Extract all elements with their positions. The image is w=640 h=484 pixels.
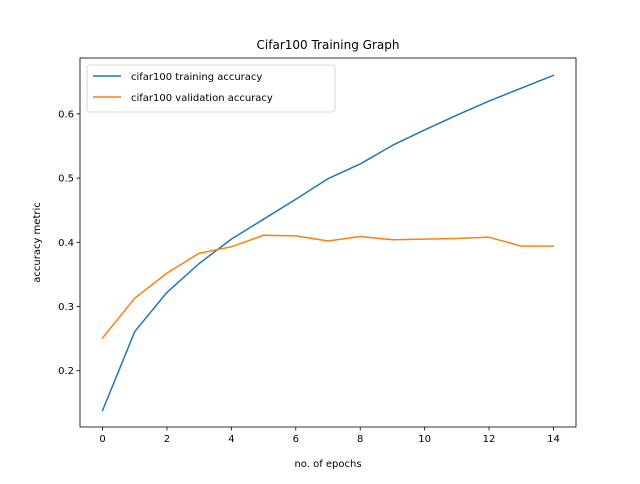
legend-label-1: cifar100 validation accuracy [131, 93, 273, 104]
y-axis-ticks: 0.2 0.3 0.4 0.5 0.6 [58, 109, 80, 377]
legend-label-0: cifar100 training accuracy [131, 72, 262, 83]
x-tick-label: 0 [99, 434, 105, 445]
x-axis-ticks: 0 2 4 6 8 10 12 14 [99, 427, 560, 445]
series-line-1 [101, 234, 555, 340]
plot-area [101, 74, 555, 412]
x-tick-label: 10 [418, 434, 431, 445]
y-axis-label: accuracy metric [32, 202, 43, 283]
legend-box [86, 64, 336, 113]
y-tick-label: 0.4 [58, 238, 74, 249]
x-axis-label: no. of epochs [294, 459, 361, 470]
x-tick-label: 6 [293, 434, 299, 445]
y-tick-label: 0.6 [58, 109, 74, 120]
y-tick-label: 0.5 [58, 174, 74, 185]
x-tick-label: 14 [547, 434, 560, 445]
x-tick-label: 12 [483, 434, 496, 445]
x-tick-label: 2 [164, 434, 170, 445]
series-line-0 [101, 74, 555, 412]
chart-title: Cifar100 Training Graph [257, 38, 400, 52]
legend: cifar100 training accuracy cifar100 valid… [86, 64, 336, 113]
y-tick-label: 0.2 [58, 366, 74, 377]
x-tick-label: 4 [228, 434, 234, 445]
y-tick-label: 0.3 [58, 302, 74, 313]
x-tick-label: 8 [357, 434, 363, 445]
